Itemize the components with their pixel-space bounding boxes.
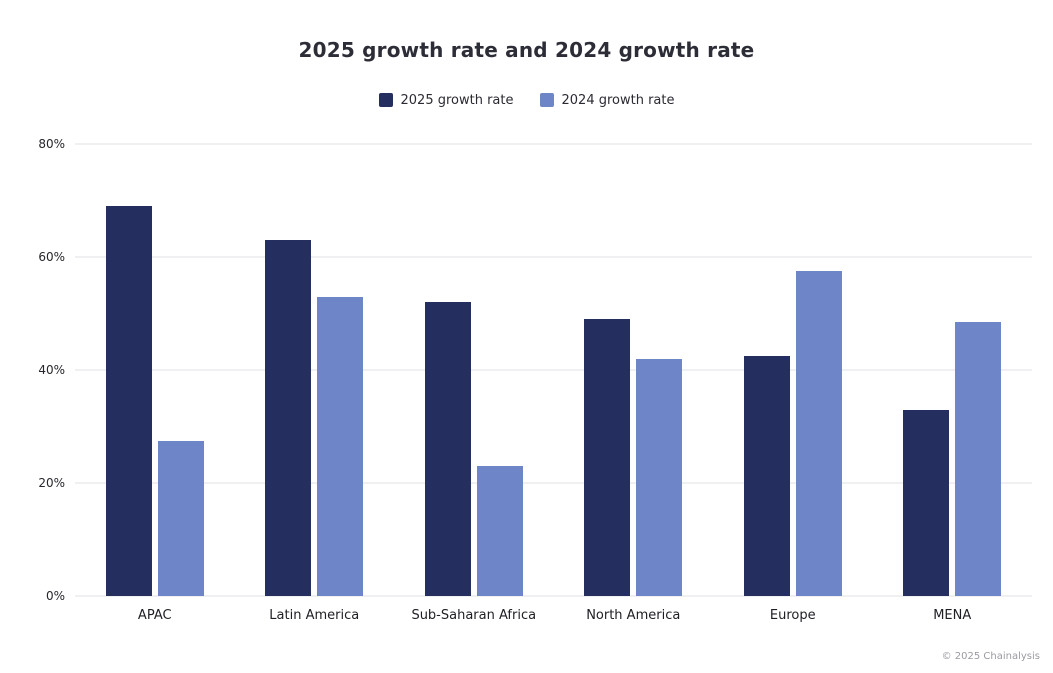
bar-group [873,144,1033,596]
legend: 2025 growth rate 2024 growth rate [0,92,1053,108]
gridline [75,256,1032,258]
legend-label: 2024 growth rate [561,92,675,108]
x-axis-label: North America [586,608,681,623]
bar [265,240,312,596]
plot-area: 0% 20% 40% 60% 80% [38,137,1032,603]
legend-label: 2025 growth rate [400,92,514,108]
x-axis-label: Europe [769,608,816,623]
y-axis-tick-label: 0% [45,589,65,603]
x-axis-label: Sub-Saharan Africa [411,608,537,623]
bar [157,440,204,596]
legend-item: 2024 growth rate [539,92,675,108]
bar-group [75,144,235,596]
y-axis-tick-label: 80% [38,137,65,151]
x-axis-label: APAC [137,608,172,623]
gridline [75,482,1032,484]
chart-title: 2025 growth rate and 2024 growth rate [298,38,755,62]
bar [903,409,950,596]
gridline [75,595,1032,597]
legend-swatch-icon [539,93,554,107]
y-axis-tick-label: 40% [38,363,65,377]
bar [317,296,364,596]
bar-groups [75,144,1032,596]
bar [105,206,152,596]
bar [476,466,523,596]
bar [955,321,1002,596]
legend-item: 2025 growth rate [378,92,514,108]
bar [424,302,471,596]
bar-group [713,144,873,596]
bar [584,319,631,596]
bar [795,271,842,596]
bar [636,358,683,596]
bar [743,355,790,596]
bar-group [394,144,554,596]
legend-swatch-icon [378,93,393,107]
chart-footer-credit: © 2025 Chainalysis [941,651,1040,662]
x-axis-label: Latin America [269,608,360,623]
x-axis-label: MENA [933,608,972,623]
y-axis-tick-label: 60% [38,250,65,264]
x-axis-labels: APAC Latin America Sub-Saharan Africa North… [75,596,1032,623]
y-axis-tick-label: 20% [38,476,65,490]
gridline [75,143,1032,145]
bar-group [554,144,714,596]
bar-group [235,144,395,596]
gridline [75,369,1032,371]
